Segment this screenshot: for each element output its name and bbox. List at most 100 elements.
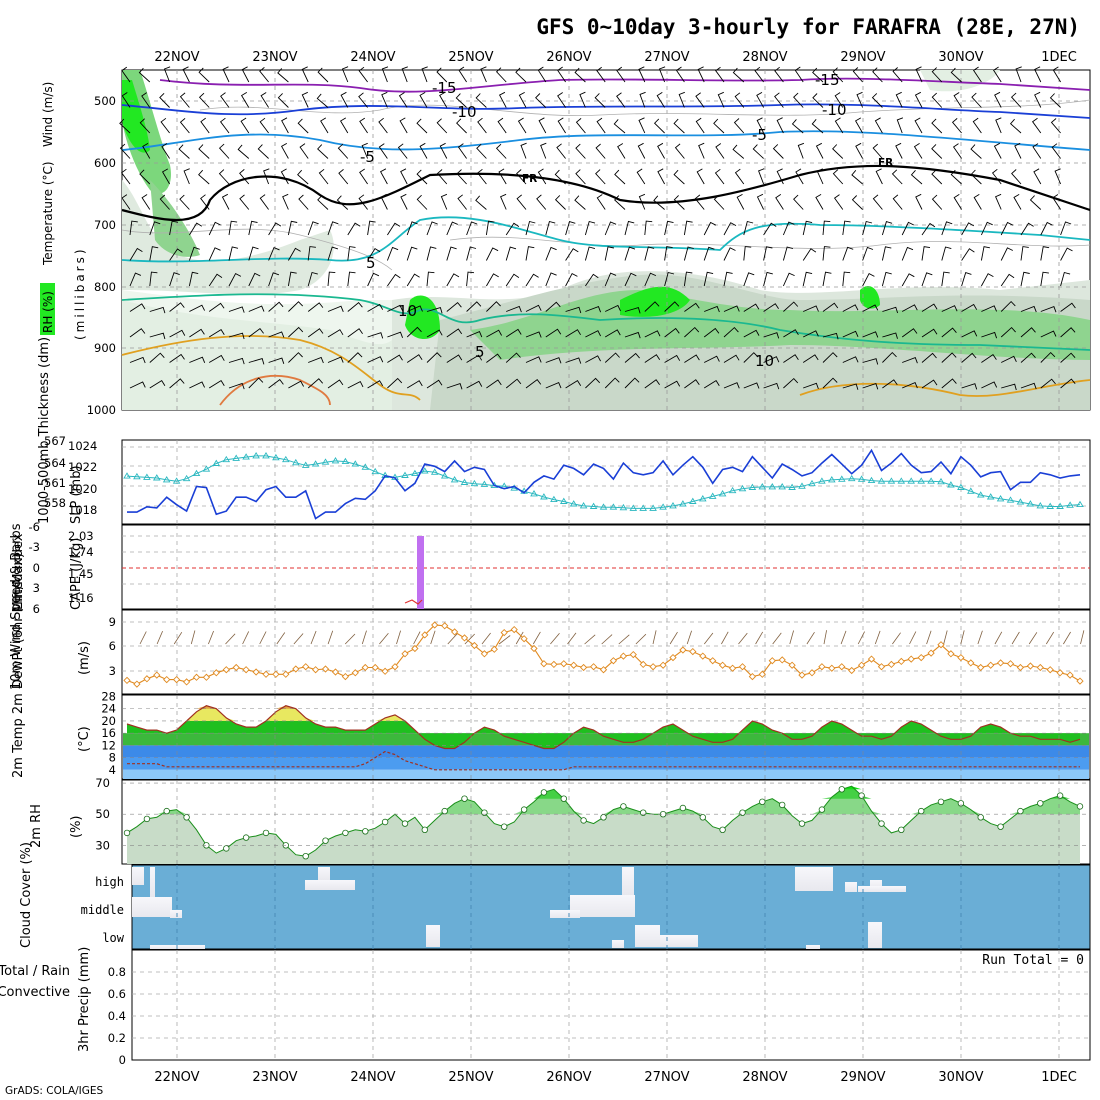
- barb: [308, 356, 324, 364]
- barb: [426, 307, 443, 314]
- barb: [653, 195, 665, 210]
- thickness-marker: [689, 497, 697, 504]
- thickness-marker: [172, 477, 181, 484]
- barb: [268, 272, 280, 287]
- barb: [142, 143, 151, 159]
- barb: [980, 221, 993, 236]
- barb: [833, 194, 844, 210]
- cape-tick-2: 1.45: [68, 567, 94, 581]
- label-thickness: 1000-500mb Thickness (dm): [37, 337, 52, 524]
- barb: [734, 92, 745, 108]
- barb: [743, 303, 760, 312]
- barb: [584, 246, 596, 261]
- surface-barb: [276, 632, 286, 645]
- rh-marker: [560, 795, 567, 802]
- barb: [664, 380, 681, 389]
- date-bottom-0: 22NOV: [154, 1070, 199, 1085]
- barb: [485, 220, 495, 236]
- barb: [1000, 221, 1014, 236]
- temp-tick-4: 12: [101, 738, 116, 752]
- wind-marker: [917, 653, 925, 662]
- thickness-marker: [1026, 500, 1035, 507]
- barb: [961, 222, 975, 236]
- rh-marker: [520, 806, 528, 813]
- barb: [793, 194, 804, 210]
- thickness-marker: [897, 477, 906, 484]
- barb: [756, 117, 765, 134]
- barb: [557, 92, 566, 108]
- cape-bar: [417, 536, 424, 609]
- cape-panel-frame: [121, 524, 1091, 610]
- barb: [961, 248, 975, 261]
- barb: [981, 381, 998, 389]
- barb: [1060, 271, 1071, 287]
- wind-marker: [609, 657, 618, 665]
- wind-marker: [828, 664, 836, 672]
- barb: [574, 67, 586, 83]
- barb: [241, 66, 250, 83]
- surface-barb: [703, 632, 714, 645]
- surface-barb: [738, 632, 748, 645]
- thickness-markers: [123, 452, 1084, 511]
- temp-band-0: [123, 733, 1089, 746]
- thickness-marker: [699, 495, 707, 502]
- thickness-marker: [818, 477, 826, 484]
- thickness-marker: [153, 474, 161, 481]
- upper-wind-barbs: [119, 66, 1076, 391]
- label-cloud-cover: Cloud Cover (%): [19, 842, 34, 948]
- barb: [913, 143, 923, 159]
- barb: [557, 117, 566, 134]
- barb: [288, 380, 304, 389]
- barb: [881, 271, 892, 287]
- barb: [182, 66, 190, 83]
- barb: [776, 168, 784, 185]
- wind-marker: [351, 669, 359, 677]
- precip-tick-4: 0: [119, 1053, 126, 1067]
- barb: [307, 246, 316, 261]
- barb: [636, 168, 646, 185]
- rh-marker: [421, 826, 428, 833]
- surface-barb: [464, 633, 475, 645]
- barb: [505, 246, 517, 261]
- rh-marker: [679, 804, 687, 812]
- barb: [1052, 194, 1061, 210]
- slp-line: [127, 448, 1081, 520]
- surface-barb: [344, 633, 356, 645]
- thickness-marker: [470, 479, 479, 487]
- surface-barb: [584, 634, 596, 645]
- barb: [505, 352, 521, 363]
- rh-tick-0: 70: [95, 776, 110, 790]
- temp-warm-fill: [127, 705, 1080, 721]
- precip-panel: 0.8 0.6 0.4 0.2 0 Run Total = 0 Total / Rain…: [0, 947, 1091, 1067]
- barb: [119, 143, 131, 159]
- wind-marker: [441, 622, 449, 630]
- cape-tick-0: 2.03: [68, 529, 94, 543]
- barb: [1034, 91, 1042, 108]
- barb: [871, 93, 883, 108]
- barb: [931, 67, 943, 83]
- wind-marker: [381, 667, 389, 675]
- barb: [605, 304, 621, 312]
- barb: [703, 379, 720, 389]
- barb: [400, 193, 408, 210]
- barb: [683, 246, 694, 261]
- barb: [141, 194, 151, 210]
- barb: [763, 356, 780, 363]
- wind-marker: [262, 670, 270, 678]
- barb: [613, 119, 626, 134]
- barb: [318, 168, 329, 185]
- thickness-marker: [450, 476, 459, 483]
- barb: [466, 354, 483, 363]
- barb: [1040, 221, 1053, 236]
- barb: [516, 169, 527, 185]
- barb: [178, 144, 190, 159]
- barb: [189, 356, 206, 363]
- barb: [1040, 306, 1057, 313]
- thickness-line: [126, 455, 1081, 509]
- surface-barb: [960, 630, 965, 645]
- wind-marker: [202, 673, 211, 681]
- surface-barb: [755, 631, 764, 645]
- barb: [387, 377, 403, 389]
- li-line: [404, 599, 423, 605]
- barb: [1031, 117, 1042, 134]
